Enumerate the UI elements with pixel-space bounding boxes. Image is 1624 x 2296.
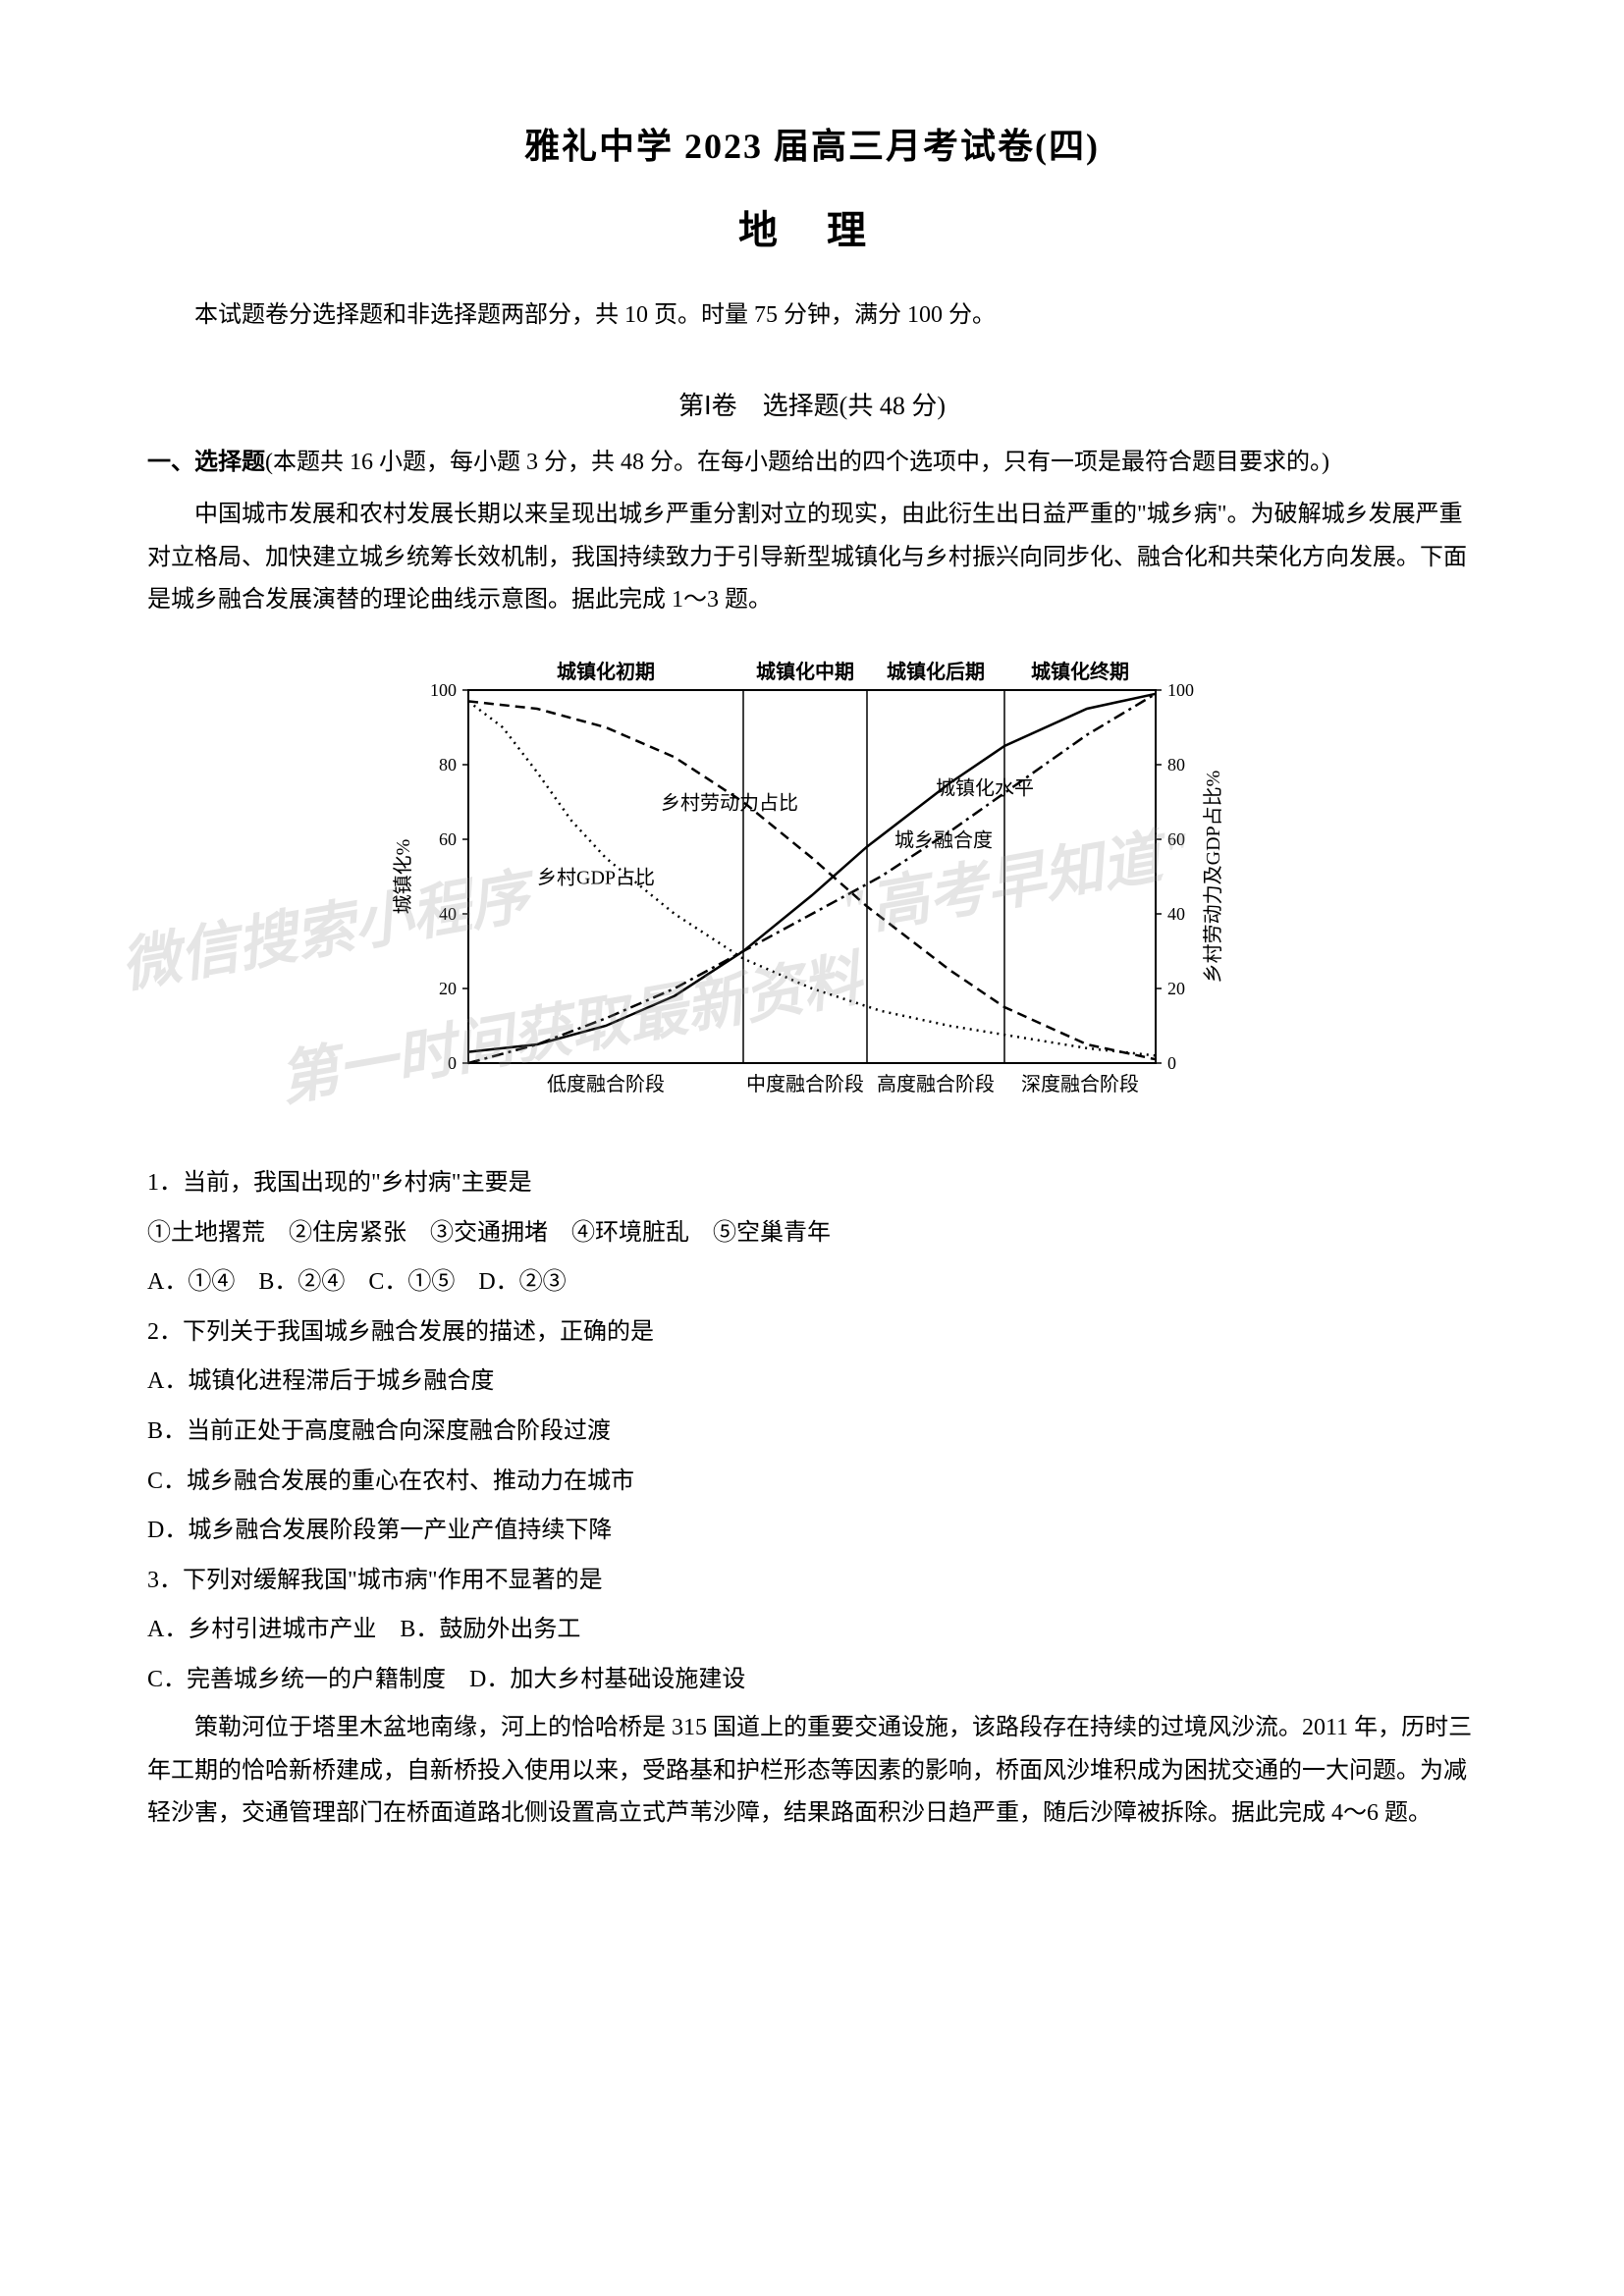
passage-2: 策勒河位于塔里木盆地南缘，河上的恰哈桥是 315 国道上的重要交通设施，该路段存… xyxy=(147,1707,1477,1835)
svg-text:城乡融合度: 城乡融合度 xyxy=(894,829,993,852)
section-title-bold: 一、选择题 xyxy=(147,450,265,475)
svg-text:乡村GDP占比: 乡村GDP占比 xyxy=(537,867,655,889)
question-3-option-line-1: C．完善城乡统一的户籍制度 D．加大乡村基础设施建设 xyxy=(147,1658,1477,1703)
svg-text:城镇化水平: 城镇化水平 xyxy=(936,776,1034,799)
section-title-rest: (本题共 16 小题，每小题 3 分，共 48 分。在每小题给出的四个选项中，只… xyxy=(265,450,1329,475)
svg-text:80: 80 xyxy=(439,755,457,774)
svg-text:60: 60 xyxy=(439,829,457,849)
question-3: 3．下列对缓解我国"城市病"作用不显著的是 xyxy=(147,1559,1477,1604)
chart-container: 城镇化初期 城镇化中期 城镇化后期 城镇化终期低度融合阶段 中度融合阶段高度融合阶段 深度… xyxy=(370,641,1254,1132)
exam-title: 雅礼中学 2023 届高三月考试卷(四) xyxy=(147,118,1477,169)
svg-text:100: 100 xyxy=(1167,680,1194,700)
question-2: 2．下列关于我国城乡融合发展的描述，正确的是 xyxy=(147,1310,1477,1356)
question-1-sub-options: ①土地撂荒 ②住房紧张 ③交通拥堵 ④环境脏乱 ⑤空巢青年 xyxy=(147,1211,1477,1256)
question-1-options: A．①④ B．②④ C．①⑤ D．②③ xyxy=(147,1260,1477,1306)
question-3-option-line-0: A．乡村引进城市产业 B．鼓励外出务工 xyxy=(147,1608,1477,1653)
svg-text:城镇化初期: 城镇化初期 xyxy=(557,660,655,683)
svg-text:高度融合阶段: 高度融合阶段 xyxy=(877,1073,995,1095)
svg-text:城镇化中期: 城镇化中期 xyxy=(756,660,854,683)
svg-text:城镇化后期: 城镇化后期 xyxy=(887,660,985,683)
question-2-option-line-3: D．城乡融合发展阶段第一产业产值持续下降 xyxy=(147,1509,1477,1554)
question-2-option-line-2: C．城乡融合发展的重心在农村、推动力在城市 xyxy=(147,1460,1477,1505)
passage-1: 中国城市发展和农村发展长期以来呈现出城乡严重分割对立的现实，由此衍生出日益严重的… xyxy=(147,494,1477,621)
urbanization-chart: 城镇化初期 城镇化中期 城镇化后期 城镇化终期低度融合阶段 中度融合阶段高度融合阶段 深度… xyxy=(370,641,1254,1132)
svg-text:100: 100 xyxy=(430,680,457,700)
svg-text:乡村劳动力占比: 乡村劳动力占比 xyxy=(661,792,798,815)
svg-text:40: 40 xyxy=(439,904,457,924)
svg-text:中度融合阶段: 中度融合阶段 xyxy=(746,1073,864,1095)
svg-text:城镇化%: 城镇化% xyxy=(392,839,414,915)
svg-text:20: 20 xyxy=(1167,979,1185,998)
svg-text:乡村劳动力及GDP占比%: 乡村劳动力及GDP占比% xyxy=(1202,771,1224,984)
exam-instructions: 本试题卷分选择题和非选择题两部分，共 10 页。时量 75 分钟，满分 100 … xyxy=(147,294,1477,337)
svg-text:城镇化终期: 城镇化终期 xyxy=(1031,660,1129,683)
subject-title: 地 理 xyxy=(147,198,1477,255)
svg-text:40: 40 xyxy=(1167,904,1185,924)
svg-text:80: 80 xyxy=(1167,755,1185,774)
svg-text:低度融合阶段: 低度融合阶段 xyxy=(547,1073,665,1095)
svg-text:0: 0 xyxy=(448,1053,457,1073)
question-2-option-line-1: B．当前正处于高度融合向深度融合阶段过渡 xyxy=(147,1410,1477,1455)
svg-text:0: 0 xyxy=(1167,1053,1176,1073)
question-1: 1．当前，我国出现的"乡村病"主要是 xyxy=(147,1161,1477,1206)
section-title: 一、选择题(本题共 16 小题，每小题 3 分，共 48 分。在每小题给出的四个… xyxy=(147,442,1477,484)
question-2-option-line-0: A．城镇化进程滞后于城乡融合度 xyxy=(147,1360,1477,1405)
svg-text:20: 20 xyxy=(439,979,457,998)
svg-text:60: 60 xyxy=(1167,829,1185,849)
svg-text:深度融合阶段: 深度融合阶段 xyxy=(1021,1073,1139,1095)
section-header: 第Ⅰ卷 选择题(共 48 分) xyxy=(147,386,1477,422)
